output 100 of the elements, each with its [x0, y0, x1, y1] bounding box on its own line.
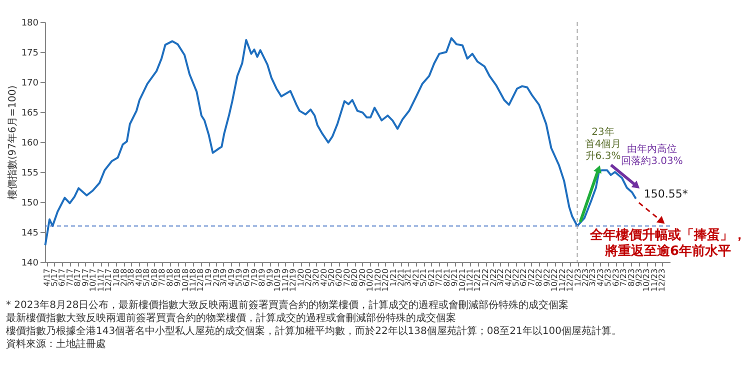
x-tick-label: 2/22: [488, 268, 498, 286]
x-tick-label: 11/20: [373, 268, 382, 292]
x-tick-label: 2/18: [120, 268, 129, 286]
text: 樓價指數乃根據全港143個著名中小型私人屋苑的成交個案，計算加權平均數，而於22年以138個屋苑計算；08至21年以100個屋苑計算。: [6, 325, 622, 337]
x-tick-label: 6/18: [150, 268, 159, 286]
y-tick-label: 160: [21, 138, 39, 148]
x-tick-label: 6/22: [519, 268, 528, 286]
x-tick-label: 11/21: [466, 268, 475, 292]
x-tick-label: 3/18: [126, 268, 136, 286]
x-tick-label: 5/21: [419, 268, 428, 286]
x-tick-label: 3/20: [311, 268, 320, 286]
x-tick-label: 4/21: [412, 268, 421, 286]
x-tick-label: 12/18: [196, 268, 206, 292]
x-tick-label: 6/20: [334, 268, 344, 286]
annotation: 23年: [592, 126, 614, 138]
x-tick-label: 9/21: [450, 268, 460, 286]
x-tick-label: 2/20: [304, 268, 314, 286]
x-tick-label: 10/20: [366, 268, 375, 292]
x-tick-label: 4/20: [319, 268, 328, 286]
x-tick-label: 1/18: [112, 268, 121, 286]
x-tick-label: 7/22: [526, 268, 536, 286]
x-tick-label: 7/19: [250, 268, 259, 286]
x-tick-label: 11/23: [650, 268, 660, 292]
x-tick-label: 11/19: [280, 268, 290, 292]
x-tick-label: 8/21: [442, 268, 452, 286]
x-tick-label: 9/20: [358, 268, 367, 286]
x-tick-label: 7/17: [65, 268, 74, 286]
x-tick-label: 4/17: [42, 268, 52, 286]
x-tick-label: 8/22: [534, 268, 544, 286]
x-tick-label: 8/19: [258, 268, 267, 286]
x-tick-label: 12/22: [565, 268, 574, 292]
x-tick-label: 5/19: [234, 268, 244, 286]
x-tick-label: 3/23: [588, 268, 598, 286]
x-tick-label: 10/23: [642, 268, 652, 292]
annotation: 150.55*: [644, 188, 688, 201]
x-tick-label: 9/23: [634, 268, 644, 286]
x-tick-label: 8/17: [73, 268, 82, 286]
x-tick-label: 12/23: [658, 268, 667, 292]
annotation: 全年樓價升幅或「捧蛋」，: [589, 227, 746, 243]
x-tick-label: 4/22: [504, 268, 513, 286]
x-tick-label: 7/18: [158, 268, 167, 286]
x-tick-label: 12/21: [473, 268, 482, 292]
x-tick-label: 1/19: [204, 268, 214, 286]
x-tick-label: 7/21: [434, 268, 444, 286]
x-tick-label: 12/17: [104, 268, 113, 292]
x-tick-label: 3/21: [404, 268, 413, 286]
x-tick-label: 5/18: [142, 268, 152, 286]
x-tick-label: 2/19: [212, 268, 221, 286]
source-note: 資料來源：土地註冊處: [6, 338, 106, 350]
x-tick-label: 1/21: [388, 268, 398, 286]
text: * 2023年8月28日公布，最新樓價指數大致反映兩週前簽署買賣合約的物業樓價，計算成交的過程或會刪減部份特殊的成交個案: [6, 299, 569, 311]
x-tick-label: 10/22: [550, 268, 560, 292]
annotation: 升6.3%: [585, 150, 621, 162]
x-tick-label: 11/17: [96, 268, 106, 292]
x-tick-label: 2/21: [396, 268, 406, 286]
x-tick-label: 12/19: [288, 268, 298, 292]
x-tick-label: 4/18: [134, 268, 144, 286]
x-tick-label: 10/18: [180, 268, 190, 292]
x-tick-label: 2/23: [581, 268, 590, 286]
x-tick-label: 9/22: [542, 268, 552, 286]
y-tick-label: 155: [21, 168, 38, 178]
y-tick-label: 180: [21, 18, 39, 28]
x-tick-label: 11/18: [188, 268, 198, 292]
x-tick-label: 10/21: [458, 268, 467, 292]
x-tick-label: 6/23: [611, 268, 620, 286]
x-tick-label: 6/21: [426, 268, 436, 286]
annotation: 由年內高位: [627, 143, 677, 155]
x-tick-label: 8/23: [626, 268, 636, 286]
x-tick-label: 10/17: [88, 268, 98, 292]
x-tick-label: 1/20: [296, 268, 306, 286]
text: 最新樓價指數大致反映兩週前簽署買賣合約的物業樓價，計算成交的過程或會刪減部份特殊的成交個案: [6, 312, 456, 324]
x-tick-label: 5/22: [511, 268, 520, 286]
y-tick-label: 165: [21, 108, 38, 118]
y-tick-label: 175: [21, 48, 38, 58]
y-tick-label: 170: [21, 78, 39, 88]
y-tick-label: 150: [21, 198, 39, 208]
annotation: 首4個月: [584, 138, 622, 150]
y-axis-title: 樓價指數(97年6月=100): [6, 85, 18, 200]
x-tick-label: 10/19: [273, 268, 282, 292]
x-tick-label: 7/23: [619, 268, 628, 286]
x-tick-label: 8/18: [165, 268, 174, 286]
y-tick-label: 140: [21, 258, 39, 268]
x-tick-label: 1/23: [573, 268, 582, 286]
x-tick-label: 1/22: [481, 268, 490, 286]
x-tick-label: 11/22: [558, 268, 567, 292]
annotation: 將重返至逾6年前水平: [604, 243, 732, 259]
x-tick-label: 12/20: [380, 268, 390, 292]
x-tick-label: 6/17: [58, 268, 67, 286]
x-tick-label: 5/23: [604, 268, 613, 286]
x-tick-label: 3/19: [218, 268, 228, 286]
y-tick-label: 145: [21, 228, 38, 238]
x-tick-label: 7/20: [342, 268, 352, 286]
x-tick-label: 4/19: [226, 268, 236, 286]
x-tick-label: 4/23: [596, 268, 605, 286]
annotation: 回落約3.03%: [621, 155, 683, 167]
x-tick-label: 9/17: [80, 268, 90, 286]
x-tick-label: 9/19: [265, 268, 274, 286]
x-tick-label: 6/19: [242, 268, 252, 286]
x-tick-label: 8/20: [350, 268, 360, 286]
x-tick-label: 5/17: [50, 268, 59, 286]
